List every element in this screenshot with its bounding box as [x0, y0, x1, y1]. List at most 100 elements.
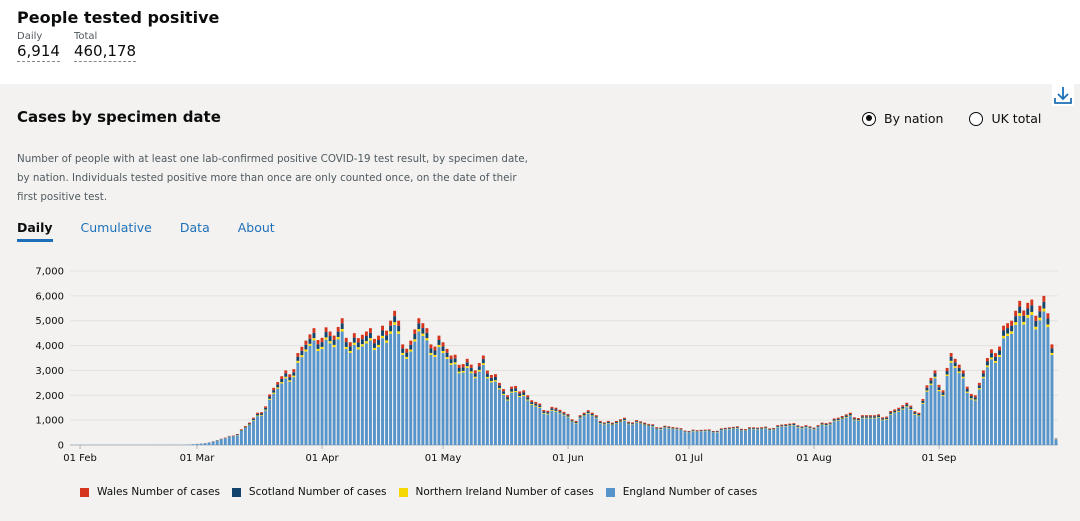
radio-selected-icon[interactable] — [862, 111, 876, 126]
bar-ni — [1014, 322, 1018, 325]
bar-ni — [844, 416, 848, 418]
bar-england — [453, 364, 457, 445]
bar-wales — [598, 420, 602, 422]
download-icon[interactable] — [1052, 84, 1074, 106]
bar-ni — [925, 390, 929, 392]
bar-scotland — [409, 344, 413, 350]
bar-england — [1038, 320, 1042, 445]
radio-uk-total[interactable]: UK total — [969, 111, 1041, 126]
bar-scotland — [1038, 311, 1042, 318]
bar-england — [264, 410, 268, 445]
bar-scotland — [856, 419, 860, 421]
bar-wales — [469, 364, 473, 368]
legend-item-england[interactable]: England Number of cases — [605, 486, 757, 498]
bar-wales — [945, 367, 949, 372]
bar-scotland — [473, 373, 477, 377]
bar-wales — [401, 344, 405, 349]
legend-item-ni[interactable]: Northern Ireland Number of cases — [398, 486, 594, 498]
bar-scotland — [651, 425, 655, 427]
bar-wales — [534, 401, 538, 404]
bar-ni — [981, 376, 985, 379]
legend-item-scotland[interactable]: Scotland Number of cases — [231, 486, 387, 498]
bar-wales — [909, 405, 913, 408]
bar-ni — [441, 350, 445, 354]
bar-scotland — [429, 348, 433, 353]
bar-england — [945, 376, 949, 445]
bar-scotland — [256, 413, 259, 416]
bar-england — [723, 429, 727, 445]
bar-scotland — [578, 416, 582, 418]
bar-england — [998, 356, 1001, 445]
bar-scotland — [711, 431, 715, 433]
bar-england — [344, 349, 348, 445]
bar-ni — [514, 390, 518, 393]
bar-england — [990, 359, 993, 445]
bar-england — [538, 407, 542, 445]
bar-wales — [897, 407, 901, 410]
radio-by-nation[interactable]: By nation — [862, 111, 943, 126]
bar-scotland — [280, 378, 284, 383]
bar-england — [594, 418, 598, 445]
daily-value[interactable]: 6,914 — [17, 42, 60, 62]
total-value[interactable]: 460,178 — [73, 42, 136, 62]
y-tick-label: 7,000 — [35, 267, 64, 278]
x-tick-label: 01 Mar — [180, 453, 216, 464]
bar-england — [340, 331, 344, 445]
bar-wales — [578, 415, 582, 417]
bar-wales — [937, 384, 941, 388]
bar-england — [905, 407, 909, 445]
bar-england — [744, 430, 747, 445]
bar-scotland — [852, 418, 856, 420]
bar-wales — [280, 376, 284, 379]
bar-wales — [364, 331, 368, 337]
bar-wales — [518, 391, 522, 394]
tab-data[interactable]: Data — [179, 220, 210, 235]
legend-item-wales[interactable]: Wales Number of cases — [80, 486, 220, 498]
bar-wales — [619, 419, 622, 421]
bar-wales — [860, 415, 864, 417]
bar-ni — [832, 420, 836, 422]
radio-unselected-icon[interactable] — [969, 111, 984, 126]
bar-scotland — [518, 393, 522, 396]
bar-ni — [502, 393, 505, 395]
bar-scotland — [913, 412, 917, 414]
tab-daily[interactable]: Daily — [17, 220, 53, 242]
bar-scotland — [865, 416, 868, 418]
bar-england — [598, 423, 602, 445]
bar-england — [981, 378, 985, 445]
bar-scotland — [248, 423, 251, 425]
bar-wales — [397, 320, 401, 326]
bar-england — [514, 392, 518, 445]
bar-england — [485, 378, 489, 445]
bar-england — [961, 378, 965, 445]
bar-wales — [994, 353, 997, 357]
bar-england — [772, 429, 776, 445]
bar-england — [865, 418, 868, 445]
bar-england — [985, 367, 989, 445]
bar-ni — [368, 338, 372, 341]
bar-wales — [248, 422, 251, 424]
bar-ni — [1034, 326, 1038, 330]
y-tick-label: 4,000 — [35, 341, 64, 352]
bar-ni — [280, 382, 284, 384]
bar-england — [320, 349, 324, 445]
bar-england — [252, 420, 255, 445]
bar-scotland — [570, 420, 574, 422]
bar-england — [562, 415, 566, 445]
tab-cumulative[interactable]: Cumulative — [80, 220, 152, 235]
bar-ni — [518, 395, 522, 398]
bar-england — [510, 392, 514, 445]
bar-england — [352, 344, 356, 445]
bar-england — [885, 419, 889, 445]
bar-scotland — [356, 342, 360, 348]
bar-wales — [413, 329, 417, 335]
tab-about[interactable]: About — [237, 220, 275, 235]
bar-england — [727, 429, 731, 445]
bar-wales — [856, 418, 860, 420]
bar-ni — [893, 412, 897, 414]
bar-england — [675, 429, 679, 445]
bar-england — [1054, 439, 1058, 445]
bar-england — [941, 396, 945, 445]
bar-scotland — [663, 426, 667, 428]
bar-scotland — [671, 427, 675, 429]
